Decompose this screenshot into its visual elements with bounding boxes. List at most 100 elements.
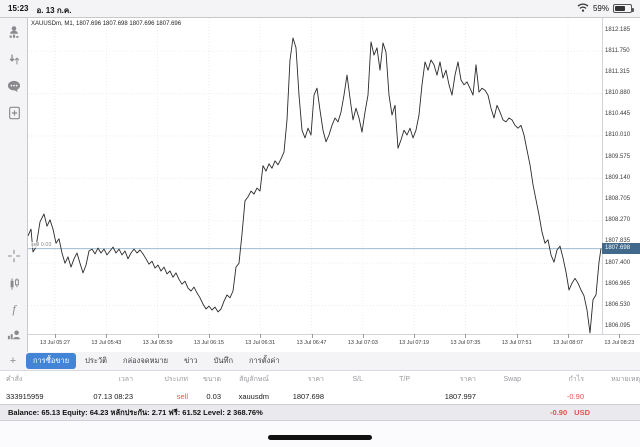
order-cell: -0.90	[566, 391, 584, 401]
time-axis-tick	[414, 334, 416, 338]
battery-icon	[613, 4, 634, 13]
clock: 15:23	[8, 4, 29, 13]
column-header: สัญลักษณ์	[239, 376, 269, 383]
battery-percent: 59%	[592, 4, 609, 13]
tab-5[interactable]: การตั้งค่า	[249, 356, 280, 365]
column-header: S/L	[352, 376, 363, 383]
new-order-icon[interactable]	[0, 103, 28, 123]
time-axis-label: 13 Jul 05:59	[142, 340, 173, 346]
time-axis-tick	[362, 334, 364, 338]
order-cell: sell	[176, 391, 188, 401]
price-axis-label: 1812.185	[605, 26, 631, 33]
order-row[interactable]: 333915959 07.13 08:23 sell 0.03 xauusdm 1807.…	[0, 388, 640, 404]
order-cell: 07.13 08:23	[93, 391, 133, 401]
chart-type-icon[interactable]	[0, 274, 28, 294]
column-header: ขนาด	[202, 376, 221, 383]
price-axis-label: 1809.140	[605, 174, 631, 181]
tab-3[interactable]: ข่าว	[184, 356, 198, 365]
time-axis-label: 13 Jul 08:23	[604, 340, 635, 346]
time-axis-label: 13 Jul 06:15	[193, 340, 224, 346]
price-axis-label: 1806.965	[605, 280, 631, 287]
account-summary-bar: Balance: 65.13 Equity: 64.23 หลักประกัน:…	[0, 404, 640, 421]
time-axis-label: 13 Jul 07:19	[399, 340, 430, 346]
column-header: คำสั่ง	[6, 376, 23, 383]
price-axis-label: 1809.575	[605, 153, 631, 160]
price-axis-label: 1807.400	[605, 259, 631, 266]
axis-separator	[602, 18, 603, 334]
time-axis-label: 13 Jul 08:07	[553, 340, 583, 346]
time-axis-label: 13 Jul 07:03	[347, 340, 378, 346]
price-axis-label: 1810.880	[605, 90, 631, 97]
time-axis-label: 13 Jul 06:31	[245, 340, 276, 346]
position-label: sell 0.03	[30, 241, 53, 248]
tab-2[interactable]: กล่องจดหมาย	[123, 356, 169, 365]
home-indicator[interactable]	[268, 435, 372, 440]
bottom-tabs-bar: + การซื้อขาย ประวัติ กล่องจดหมาย ข่าว บันทึก…	[0, 352, 640, 371]
bottom-area	[0, 421, 640, 447]
column-header: ราคา	[459, 376, 476, 383]
floating-pl-value: -0.90	[550, 408, 568, 417]
column-header: หมายเหตุ	[611, 376, 640, 383]
time-axis-tick	[465, 334, 467, 338]
time-axis-tick	[619, 334, 621, 338]
account-summary-text: Balance: 65.13 Equity: 64.23 หลักประกัน:…	[8, 407, 263, 417]
time-axis-label: 13 Jul 07:35	[450, 340, 481, 346]
tab-4[interactable]: บันทึก	[213, 356, 234, 365]
time-axis-label: 13 Jul 05:27	[40, 340, 70, 346]
price-axis-label: 1808.705	[605, 196, 631, 203]
indicators-icon[interactable]: f	[12, 301, 16, 316]
wifi-icon	[577, 3, 589, 14]
price-axis-label: 1811.750	[605, 47, 630, 54]
time-axis-tick	[260, 334, 262, 338]
chart-sidebar: f M1	[0, 18, 28, 360]
time-axis-tick	[568, 334, 569, 338]
add-tab-button[interactable]: +	[9, 355, 17, 367]
column-header: ราคา	[307, 376, 324, 383]
status-date: อ. 13 ก.ค.	[36, 6, 72, 15]
current-price-badge: 1807.698	[602, 243, 640, 255]
chat-icon[interactable]	[0, 76, 28, 96]
time-axis-separator	[28, 334, 640, 335]
column-header: ประเภท	[164, 376, 188, 383]
time-axis-label: 13 Jul 06:47	[296, 340, 327, 346]
time-axis-tick	[311, 334, 313, 338]
orders-table-header: คำสั่ง เวลา ประเภท ขนาด สัญลักษณ์ ราคา S/L T/P ร…	[0, 371, 640, 388]
time-axis-tick	[208, 334, 210, 338]
tab-0[interactable]: การซื้อขาย	[26, 353, 77, 369]
price-chart[interactable]: XAUUSDm, M1, 1807.696 1807.698 1807.696 …	[28, 18, 640, 352]
trade-arrows-icon[interactable]	[0, 49, 28, 69]
time-axis-tick	[55, 334, 56, 338]
order-cell: 1807.698	[292, 391, 324, 401]
time-axis-label: 13 Jul 07:51	[501, 340, 532, 346]
price-axis-label: 1811.315	[605, 68, 630, 75]
tabs-list: การซื้อขาย ประวัติ กล่องจดหมาย ข่าว บันทึก กา…	[26, 353, 289, 369]
tab-1[interactable]: ประวัติ	[85, 356, 108, 365]
time-axis-tick	[106, 334, 108, 338]
time-axis-tick	[157, 334, 159, 338]
column-header: เวลา	[118, 376, 133, 383]
chart-ohlc-title: XAUUSDm, M1, 1807.696 1807.698 1807.696 …	[31, 21, 182, 27]
price-axis-label: 1806.530	[605, 302, 631, 309]
chart-plot[interactable]	[28, 18, 602, 334]
floating-pl: -0.90 USD	[550, 408, 590, 417]
status-bar: 15:23 อ. 13 ก.ค. 59%	[0, 0, 640, 18]
time-axis-label: 13 Jul 05:43	[91, 340, 122, 346]
price-axis-label: 1810.010	[605, 132, 631, 139]
order-cell: 1807.997	[444, 391, 476, 401]
objects-icon[interactable]	[0, 324, 28, 344]
price-axis-label: 1810.445	[605, 111, 631, 118]
price-axis-label: 1806.095	[605, 323, 631, 330]
crosshair-icon[interactable]	[0, 246, 28, 266]
order-cell: 333915959	[6, 391, 44, 401]
column-header: กำไร	[568, 376, 584, 383]
account-icon[interactable]	[0, 22, 28, 42]
price-axis-label: 1808.270	[605, 217, 631, 224]
column-header: T/P	[399, 376, 410, 383]
order-cell: 0.03	[206, 391, 221, 401]
floating-pl-currency: USD	[574, 408, 590, 417]
price-axis-label: 1807.835	[605, 238, 631, 245]
column-header: Swap	[503, 376, 521, 383]
order-cell: xauusdm	[238, 391, 269, 401]
time-axis-tick	[516, 334, 518, 338]
